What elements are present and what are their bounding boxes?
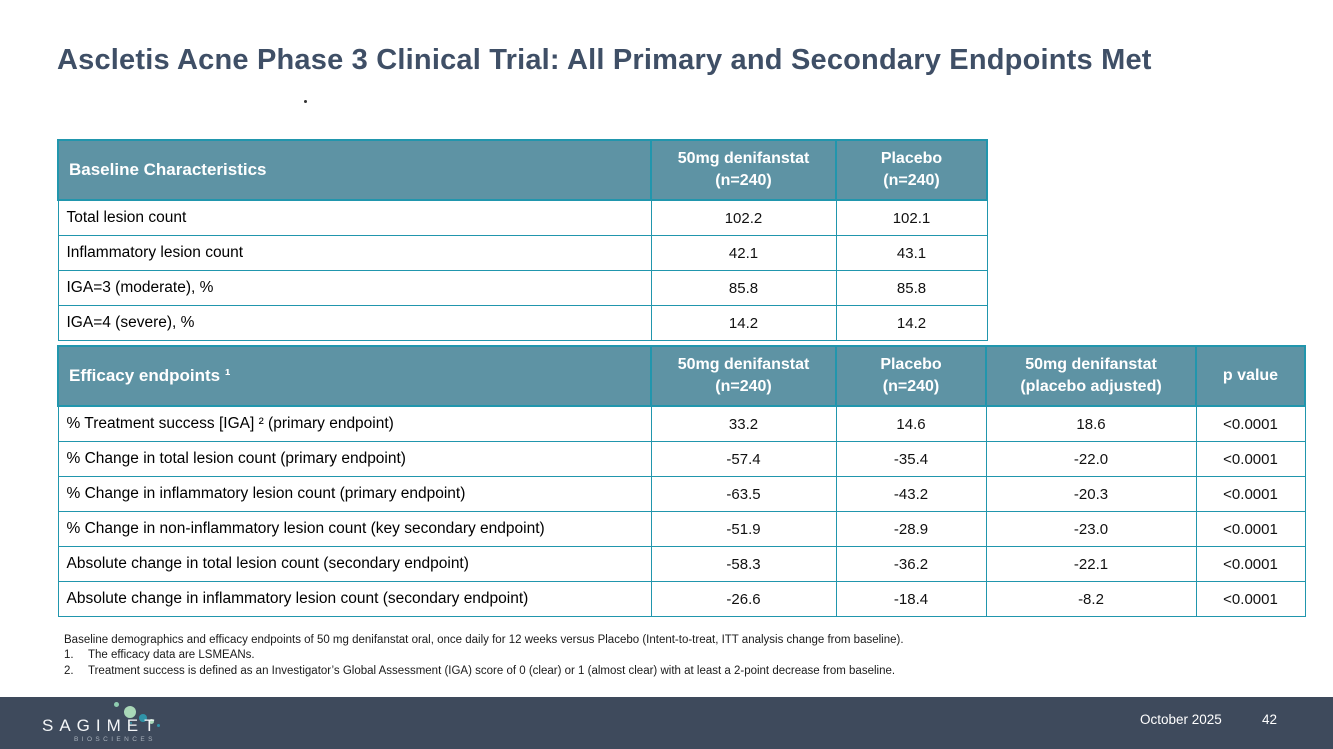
row-label: Absolute change in total lesion count (s… (57, 546, 652, 582)
cell-placebo: -36.2 (835, 546, 987, 582)
cell-p-value: <0.0001 (1195, 546, 1306, 582)
stray-dot (304, 100, 307, 103)
table-row: Absolute change in inflammatory lesion c… (57, 581, 1306, 617)
row-label: Total lesion count (57, 199, 652, 236)
cell-p-value: <0.0001 (1195, 476, 1306, 512)
table-row: % Change in non-inflammatory lesion coun… (57, 511, 1306, 547)
cell-p-value: <0.0001 (1195, 405, 1306, 442)
cell-placebo-adjusted: -8.2 (985, 581, 1197, 617)
cell-placebo: 85.8 (835, 270, 988, 306)
cell-denifanstat: -58.3 (650, 546, 837, 582)
baseline-col-header-placebo: Placebo (n=240) (835, 139, 988, 201)
table-row: % Change in inflammatory lesion count (p… (57, 476, 1306, 512)
cell-placebo: -35.4 (835, 441, 987, 477)
footnote-number: 2. (64, 664, 74, 677)
cell-placebo-adjusted: -20.3 (985, 476, 1197, 512)
cell-denifanstat: 102.2 (650, 199, 837, 236)
sagimet-logo: SAGIMET BIOSCIENCES (42, 702, 202, 746)
efficacy-col-header-placebo: Placebo (n=240) (835, 345, 987, 407)
table-row: IGA=3 (moderate), % 85.8 85.8 (57, 270, 988, 306)
logo-wordmark: SAGIMET (42, 716, 161, 735)
footnote-item: 1. The efficacy data are LSMEANs. (64, 648, 1314, 662)
table-row: % Treatment success [IGA] ² (primary end… (57, 405, 1306, 442)
cell-p-value: <0.0001 (1195, 511, 1306, 547)
footnote-item: 2. Treatment success is defined as an In… (64, 664, 1314, 678)
row-label: % Treatment success [IGA] ² (primary end… (57, 405, 652, 442)
cell-denifanstat: 33.2 (650, 405, 837, 442)
table-row: Inflammatory lesion count 42.1 43.1 (57, 235, 988, 271)
efficacy-table-title: Efficacy endpoints ¹ (57, 345, 652, 407)
row-label: % Change in non-inflammatory lesion coun… (57, 511, 652, 547)
footnote-lead: Baseline demographics and efficacy endpo… (64, 634, 904, 646)
table-row: Absolute change in total lesion count (s… (57, 546, 1306, 582)
cell-denifanstat: -26.6 (650, 581, 837, 617)
footnote-text: Treatment success is defined as an Inves… (88, 664, 896, 677)
row-label: Absolute change in inflammatory lesion c… (57, 581, 652, 617)
row-label: IGA=4 (severe), % (57, 305, 652, 341)
cell-placebo: 14.6 (835, 405, 987, 442)
baseline-characteristics-table: Baseline Characteristics 50mg denifansta… (57, 139, 988, 341)
efficacy-col-header-placebo-adjusted: 50mg denifanstat (placebo adjusted) (985, 345, 1197, 407)
table-row: Total lesion count 102.2 102.1 (57, 199, 988, 236)
cell-denifanstat: -63.5 (650, 476, 837, 512)
baseline-table-title: Baseline Characteristics (57, 139, 652, 201)
cell-p-value: <0.0001 (1195, 441, 1306, 477)
logo-subtitle: BIOSCIENCES (74, 736, 156, 743)
cell-placebo-adjusted: 18.6 (985, 405, 1197, 442)
baseline-col-header-denifanstat: 50mg denifanstat (n=240) (650, 139, 837, 201)
row-label: Inflammatory lesion count (57, 235, 652, 271)
baseline-header-row: Baseline Characteristics 50mg denifansta… (57, 139, 988, 201)
cell-denifanstat: 85.8 (650, 270, 837, 306)
page-number: 42 (1262, 712, 1278, 727)
cell-p-value: <0.0001 (1195, 581, 1306, 617)
cell-denifanstat: -57.4 (650, 441, 837, 477)
efficacy-col-header-p-value: p value (1195, 345, 1306, 407)
efficacy-header-row: Efficacy endpoints ¹ 50mg denifanstat (n… (57, 345, 1306, 407)
footnotes: Baseline demographics and efficacy endpo… (64, 633, 1314, 678)
row-label: IGA=3 (moderate), % (57, 270, 652, 306)
cell-denifanstat: -51.9 (650, 511, 837, 547)
cell-placebo: 43.1 (835, 235, 988, 271)
cell-placebo-adjusted: -22.1 (985, 546, 1197, 582)
table-row: IGA=4 (severe), % 14.2 14.2 (57, 305, 988, 341)
page-title: Ascletis Acne Phase 3 Clinical Trial: Al… (57, 44, 1152, 76)
efficacy-col-header-denifanstat: 50mg denifanstat (n=240) (650, 345, 837, 407)
cell-placebo: 102.1 (835, 199, 988, 236)
cell-denifanstat: 14.2 (650, 305, 837, 341)
row-label: % Change in total lesion count (primary … (57, 441, 652, 477)
footnote-text: The efficacy data are LSMEANs. (88, 649, 255, 662)
cell-placebo-adjusted: -23.0 (985, 511, 1197, 547)
row-label: % Change in inflammatory lesion count (p… (57, 476, 652, 512)
footnote-number: 1. (64, 649, 74, 662)
efficacy-endpoints-table: Efficacy endpoints ¹ 50mg denifanstat (n… (57, 345, 1306, 617)
footer-bar (0, 697, 1333, 749)
cell-placebo: 14.2 (835, 305, 988, 341)
cell-denifanstat: 42.1 (650, 235, 837, 271)
cell-placebo: -18.4 (835, 581, 987, 617)
table-row: % Change in total lesion count (primary … (57, 441, 1306, 477)
footer-date: October 2025 (1140, 712, 1222, 727)
cell-placebo: -43.2 (835, 476, 987, 512)
cell-placebo-adjusted: -22.0 (985, 441, 1197, 477)
cell-placebo: -28.9 (835, 511, 987, 547)
